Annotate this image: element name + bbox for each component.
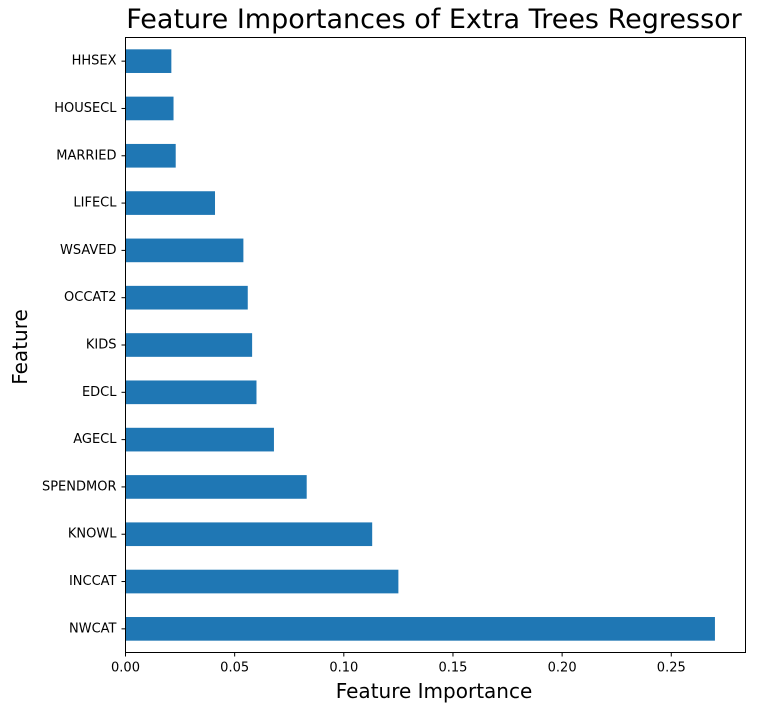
x-tick-label: 0.25 (657, 661, 686, 676)
bar-occat2 (125, 285, 248, 310)
x-tick-label: 0.15 (438, 661, 467, 676)
y-tick-label: KNOWL (68, 527, 117, 542)
x-tick-label: 0.10 (329, 661, 358, 676)
y-tick-label: KIDS (86, 338, 117, 353)
x-tick-label: 0.20 (548, 661, 577, 676)
bar-knowl (125, 522, 373, 547)
y-tick-label: EDCL (82, 385, 117, 400)
y-tick-label: NWCAT (69, 621, 117, 636)
bar-hhsex (125, 49, 172, 73)
bar-spendmor (125, 475, 307, 499)
bar-inccat (125, 569, 399, 594)
y-tick-label: HOUSECL (54, 101, 117, 116)
y-tick-label: AGECL (73, 432, 117, 447)
bar-wsaved (125, 238, 244, 263)
bar-married (125, 143, 176, 168)
y-tick-label: WSAVED (60, 243, 117, 258)
y-tick-label: SPENDMOR (42, 479, 117, 494)
bar-lifecl (125, 191, 216, 215)
plot-frame (125, 37, 746, 653)
x-tick-label: 0.00 (111, 661, 140, 676)
x-axis-title: Feature Importance (336, 679, 533, 703)
y-tick-label: HHSEX (72, 54, 117, 69)
y-tick-label: LIFECL (73, 196, 117, 211)
y-tick-label: MARRIED (56, 148, 116, 163)
chart-title: Feature Importances of Extra Trees Regre… (126, 4, 742, 35)
bars-group (125, 49, 715, 641)
y-tick-label: OCCAT2 (64, 290, 116, 305)
bar-agecl (125, 427, 274, 452)
bar-nwcat (125, 617, 715, 641)
y-tick-label: INCCAT (69, 574, 117, 589)
bar-edcl (125, 380, 257, 405)
x-axis-ticks: 0.00 0.05 0.10 0.15 0.20 0.25 (111, 652, 686, 676)
x-tick-label: 0.05 (220, 661, 249, 676)
bar-housecl (125, 96, 174, 121)
y-axis-title: Feature (8, 309, 32, 385)
y-axis-ticks: NWCAT INCCAT KNOWL SPENDMOR AGECL EDCL KIDS OCC… (42, 54, 126, 636)
bar-kids (125, 333, 253, 357)
